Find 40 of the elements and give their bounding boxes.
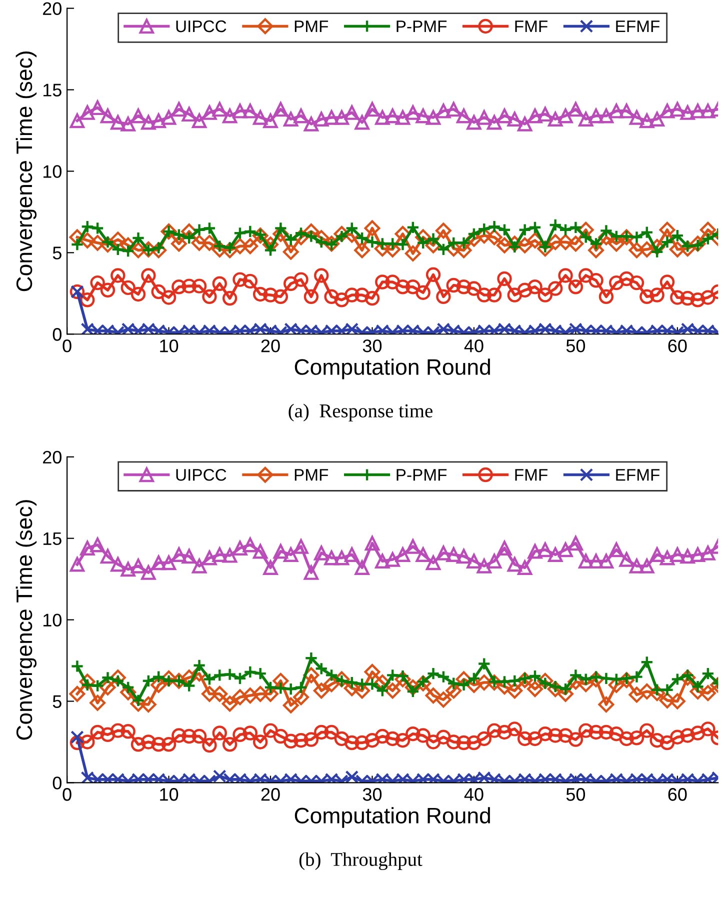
- legend-label: EFMF: [616, 469, 660, 481]
- y-tick-label: 0: [52, 776, 62, 790]
- x-tick-label: 20: [261, 339, 280, 352]
- y-tick-label: 5: [52, 246, 62, 260]
- legend-label: PMF: [294, 469, 328, 481]
- x-tick-label: 0: [62, 788, 72, 801]
- legend-label: FMF: [515, 469, 548, 481]
- x-tick-label: 30: [362, 339, 382, 352]
- x-tick-label: 30: [362, 788, 382, 801]
- y-tick-label: 15: [43, 84, 62, 96]
- legend-label: UIPCC: [176, 20, 226, 32]
- legend-label: PMF: [294, 20, 328, 32]
- x-tick-label: 50: [566, 788, 586, 801]
- x-tick-label: 40: [464, 339, 484, 352]
- y-tick-label: 15: [43, 532, 62, 546]
- y-tick-label: 20: [43, 2, 62, 16]
- y-axis-title: Convergence Time (sec): [16, 500, 37, 740]
- x-tick-label: 20: [261, 788, 280, 801]
- text: (b) Throughput: [299, 852, 422, 870]
- legend-label: P-PMF: [396, 20, 447, 32]
- x-axis-title: Computation Round: [294, 807, 490, 828]
- x-tick-label: 40: [464, 788, 484, 801]
- legend-label: UIPCC: [176, 468, 226, 481]
- y-axis-title: Convergence Time (sec): [16, 52, 37, 292]
- x-tick-label: 50: [566, 339, 586, 352]
- y-tick-label: 0: [52, 328, 62, 341]
- x-tick-label: 10: [160, 788, 178, 801]
- y-tick-label: 5: [52, 695, 62, 708]
- legend-label: P-PMF: [396, 469, 447, 481]
- x-tick-label: 60: [668, 788, 687, 801]
- x-tick-label: 0: [62, 339, 72, 352]
- x-axis-title: Computation Round: [294, 358, 490, 380]
- legend-label: EFMF: [616, 20, 660, 32]
- y-tick-label: 10: [43, 165, 62, 178]
- x-tick-label: 10: [160, 339, 178, 352]
- text: (a) Response time: [288, 404, 432, 422]
- y-tick-label: 10: [43, 614, 62, 627]
- legend-label: FMF: [515, 20, 548, 32]
- x-tick-label: 60: [668, 339, 687, 352]
- y-tick-label: 20: [43, 450, 62, 464]
